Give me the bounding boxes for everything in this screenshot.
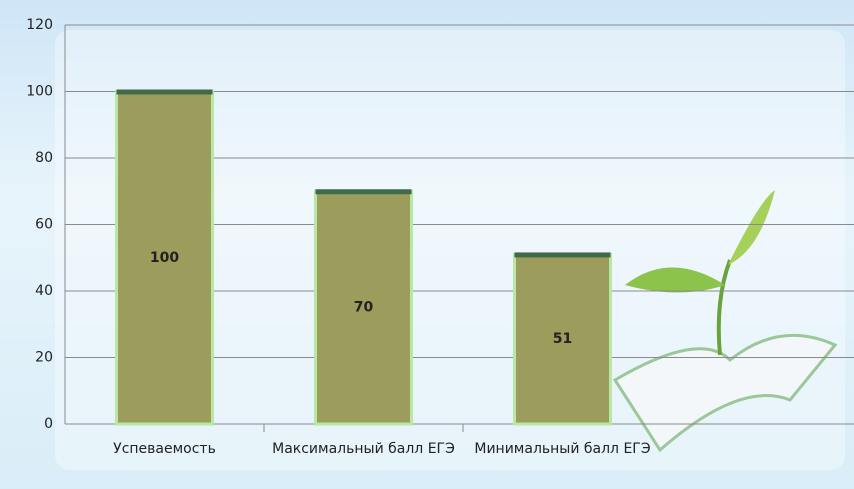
- x-tick-label: Успеваемость: [65, 439, 265, 459]
- chart-svg: 0 20 40 60 80 100 120 100 70 51: [0, 0, 854, 489]
- x-tick-label: Минимальный балл ЕГЭ: [463, 439, 663, 459]
- bar-top: [316, 189, 412, 194]
- y-tick-label: 60: [35, 217, 53, 233]
- bar-top: [117, 90, 213, 95]
- y-tick-label: 20: [35, 350, 53, 366]
- data-label: 70: [354, 300, 374, 316]
- y-tick-label: 80: [35, 150, 53, 166]
- y-tick-label: 0: [44, 416, 53, 432]
- data-label: 51: [553, 331, 572, 347]
- data-label: 100: [150, 250, 179, 266]
- y-tick-label: 40: [35, 283, 53, 299]
- x-tick-label: Максимальный балл ЕГЭ: [264, 439, 464, 459]
- y-tick-label: 120: [26, 17, 53, 33]
- y-tick-label: 100: [26, 84, 53, 100]
- bar-top: [515, 252, 611, 257]
- chart: 0 20 40 60 80 100 120 100 70 51 УспеваемостьМакси…: [0, 0, 854, 489]
